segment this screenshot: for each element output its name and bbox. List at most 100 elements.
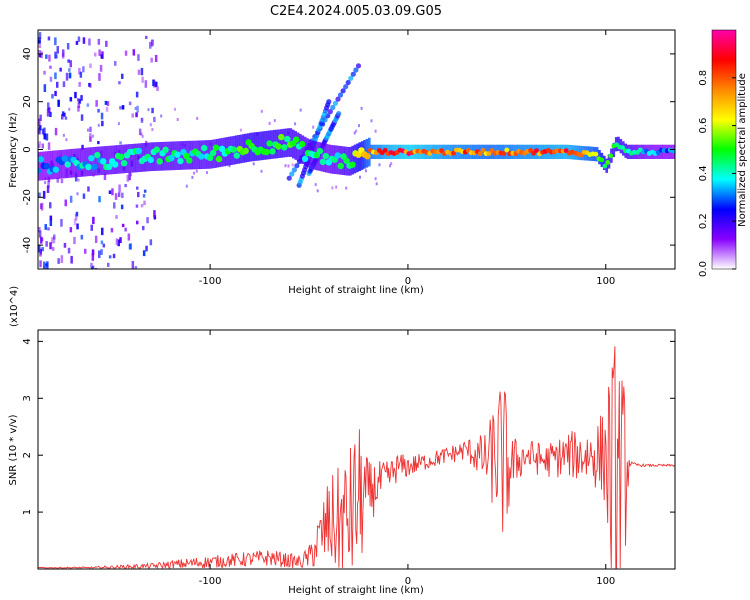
noise-cell (44, 224, 47, 230)
noise-cell (73, 218, 77, 226)
noise-cell (119, 106, 122, 110)
ridge-dot (319, 158, 327, 166)
ridge-dot (486, 151, 492, 156)
ridge-halo (294, 131, 297, 160)
snr-ytick-label: 3 (22, 395, 33, 401)
ridge-halo (163, 141, 167, 171)
noise-cell (273, 119, 276, 123)
noise-cell (82, 193, 86, 199)
noise-cell (53, 234, 56, 240)
noise-cell (69, 60, 72, 68)
ridge-dot (284, 135, 291, 143)
ridge-dot (439, 148, 444, 154)
ridge-dot (120, 160, 128, 167)
noise-cell (90, 262, 93, 268)
snr-panel: -100 0 100 1 2 3 4 Height of straight line (km… (8, 286, 676, 596)
noise-cell (51, 237, 54, 244)
ridge-dot (343, 157, 350, 164)
noise-cell (100, 54, 103, 59)
noise-cell (38, 118, 41, 127)
noise-cell (73, 236, 76, 245)
noise-cell (97, 38, 101, 45)
noise-cell (100, 249, 103, 255)
noise-cell (131, 261, 135, 269)
noise-cell (287, 164, 290, 168)
noise-cell (134, 106, 137, 110)
ridge-halo (258, 131, 262, 161)
ridge-halo (125, 144, 129, 173)
ridge-halo (57, 150, 60, 179)
noise-cell (38, 227, 41, 233)
ridge-dot (206, 154, 214, 161)
noise-cell (131, 113, 134, 118)
noise-cell (47, 102, 50, 110)
ridge-dot (593, 151, 599, 157)
ridge-halo (159, 142, 162, 171)
noise-cell (39, 253, 42, 257)
ridge-dot (281, 144, 288, 151)
noise-cell (62, 133, 65, 137)
noise-cell (127, 233, 131, 241)
noise-cell (89, 83, 92, 88)
ridge-halo (349, 146, 352, 176)
noise-cell (390, 162, 393, 165)
noise-cell (114, 193, 118, 200)
noise-cell (360, 106, 363, 110)
ridge-halo (280, 129, 283, 158)
noise-cell (102, 243, 106, 248)
noise-cell (132, 49, 136, 56)
noise-cell (54, 90, 57, 97)
noise-cell (108, 190, 112, 194)
noise-cell (143, 189, 147, 193)
noise-cell (206, 171, 208, 175)
noise-cell (98, 73, 101, 81)
noise-cell (38, 144, 41, 148)
noise-cell (75, 40, 79, 45)
snr-frame (37, 329, 676, 570)
ridge-halo (339, 146, 343, 175)
noise-cell (128, 101, 132, 106)
noise-cell (94, 235, 98, 243)
ridge-dot (275, 143, 282, 150)
spectrogram-panel: -100 0 100 40 20 0 -20 -40 Height of straight l… (8, 29, 676, 296)
noise-cell (142, 225, 145, 231)
noise-cell (314, 183, 317, 187)
ridge-dot (269, 148, 276, 155)
noise-cell (149, 123, 152, 127)
ridge-halo (256, 132, 259, 161)
noise-cell (106, 101, 110, 106)
ridge-halo (106, 145, 110, 175)
noise-cell (77, 98, 80, 102)
ridge-dot (88, 155, 95, 162)
colorbar-axes: 0.0 0.2 0.4 0.6 0.8 (698, 70, 736, 277)
ridge-dot (38, 156, 45, 163)
streak-dot (343, 84, 349, 90)
noise-cell (64, 116, 68, 120)
noise-cell (140, 67, 144, 76)
snr-ytick-label: 4 (22, 338, 33, 344)
noise-cell (38, 230, 42, 238)
noise-cell (63, 112, 66, 117)
ridge-dot (209, 149, 217, 157)
noise-cell (141, 134, 144, 138)
noise-cell (100, 240, 104, 245)
ridge-halo (246, 133, 250, 162)
noise-cell (56, 46, 59, 54)
noise-cell (54, 127, 58, 136)
noise-cell (113, 202, 116, 209)
ridge-halo (603, 155, 606, 170)
noise-cell (358, 124, 360, 128)
ridge-dot (85, 163, 92, 171)
noise-cell (49, 76, 53, 82)
noise-cell (57, 258, 60, 264)
noise-cell (57, 99, 60, 107)
ridge-halo (351, 145, 354, 175)
noise-cell (62, 81, 66, 88)
noise-cell (84, 248, 87, 254)
noise-cell (353, 131, 356, 135)
streak-dot (289, 171, 295, 177)
noise-cell (86, 103, 90, 107)
ridge-halo (301, 135, 305, 165)
noise-cell (126, 174, 129, 182)
